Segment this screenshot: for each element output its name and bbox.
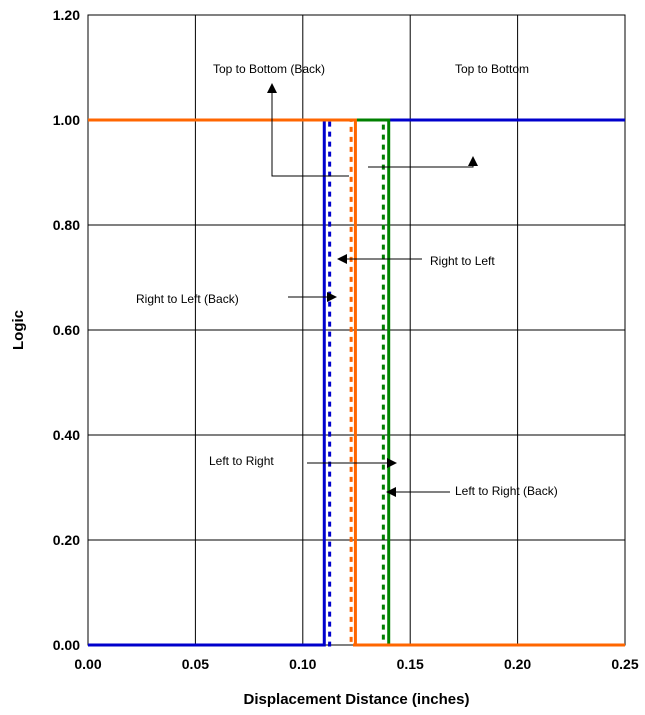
series-lines: [88, 118, 625, 647]
x-tick-label: 0.15: [397, 656, 424, 672]
x-tick-label: 0.25: [611, 656, 638, 672]
tick-labels: 0.00 0.05 0.10 0.15 0.20 0.25 0.00 0.20 0.40 0.60…: [53, 7, 639, 672]
annotation-left-to-right: Left to Right: [209, 454, 274, 468]
annotation-arrow: [267, 83, 349, 177]
annotation-left-to-right-back: Left to Right (Back): [455, 484, 558, 498]
y-tick-label: 1.20: [53, 7, 80, 23]
annotation-right-to-left: Right to Left: [430, 254, 495, 268]
annotation-arrow: [368, 156, 478, 168]
y-tick-label: 0.80: [53, 217, 80, 233]
y-tick-label: 0.00: [53, 637, 80, 653]
series-line-left-to-right: [88, 118, 625, 647]
x-axis-title: Displacement Distance (inches): [244, 691, 470, 708]
x-tick-label: 0.00: [74, 656, 101, 672]
y-tick-label: 0.60: [53, 322, 80, 338]
y-tick-label: 0.40: [53, 427, 80, 443]
x-tick-label: 0.20: [504, 656, 531, 672]
y-tick-label: 1.00: [53, 112, 80, 128]
series-line-top-to-bottom: [88, 118, 625, 647]
annotations: Top to Bottom (Back) Top to Bottom Right t…: [136, 62, 558, 498]
annotation-top-to-bottom: Top to Bottom: [455, 62, 529, 76]
y-axis-title: Logic: [10, 310, 27, 350]
y-tick-label: 0.20: [53, 532, 80, 548]
annotation-top-to-bottom-back: Top to Bottom (Back): [213, 62, 325, 76]
x-tick-label: 0.10: [289, 656, 316, 672]
annotation-right-to-left-back: Right to Left (Back): [136, 292, 239, 306]
x-tick-label: 0.05: [182, 656, 209, 672]
